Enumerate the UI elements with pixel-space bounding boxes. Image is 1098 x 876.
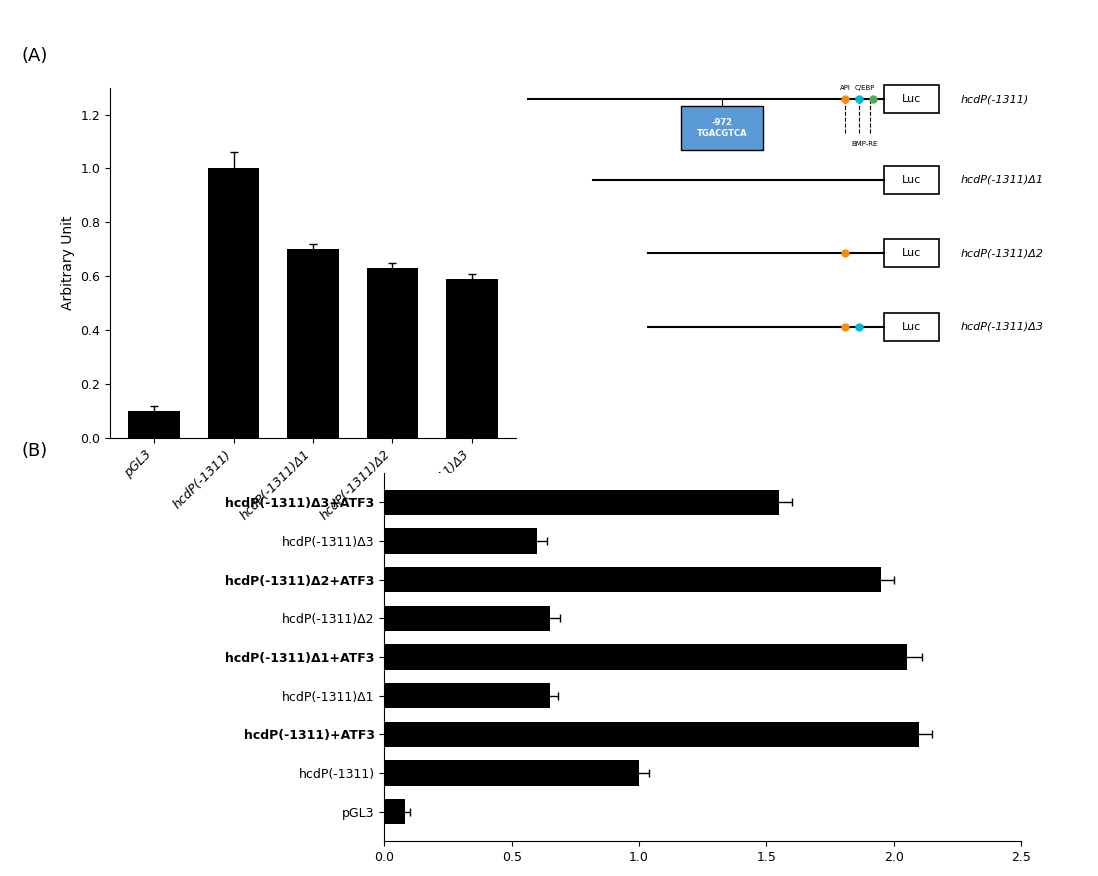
Bar xyxy=(384,799,405,824)
Bar xyxy=(384,490,780,515)
Bar xyxy=(367,268,418,438)
FancyBboxPatch shape xyxy=(884,313,939,341)
FancyBboxPatch shape xyxy=(884,166,939,194)
Bar xyxy=(287,250,339,438)
Text: Luc: Luc xyxy=(901,95,921,104)
Text: hcdP(-1311): hcdP(-1311) xyxy=(961,95,1029,104)
Text: C/EBP: C/EBP xyxy=(854,85,875,91)
Bar xyxy=(384,683,550,708)
Text: APl: APl xyxy=(840,85,851,91)
Bar xyxy=(128,411,180,438)
Bar xyxy=(384,567,881,592)
Bar xyxy=(384,528,537,554)
Text: (A): (A) xyxy=(22,47,48,66)
Y-axis label: Arbitrary Unit: Arbitrary Unit xyxy=(60,215,75,310)
Text: Luc: Luc xyxy=(901,321,921,332)
Text: hcdP(-1311)Δ2: hcdP(-1311)Δ2 xyxy=(961,248,1044,258)
Text: Luc: Luc xyxy=(901,174,921,185)
Bar xyxy=(208,168,259,438)
Bar xyxy=(384,606,550,631)
Bar xyxy=(384,760,639,786)
FancyBboxPatch shape xyxy=(681,106,763,150)
Text: -972
TGACGTCA: -972 TGACGTCA xyxy=(696,118,748,138)
Bar xyxy=(446,279,497,438)
FancyBboxPatch shape xyxy=(884,239,939,267)
Text: hcdP(-1311)Δ1: hcdP(-1311)Δ1 xyxy=(961,174,1044,185)
Bar xyxy=(384,722,919,747)
Text: BMP-RE: BMP-RE xyxy=(851,141,878,147)
Bar xyxy=(384,645,907,669)
Text: Luc: Luc xyxy=(901,248,921,258)
FancyBboxPatch shape xyxy=(884,85,939,113)
Text: hcdP(-1311)Δ3: hcdP(-1311)Δ3 xyxy=(961,321,1044,332)
Text: (B): (B) xyxy=(22,442,48,460)
